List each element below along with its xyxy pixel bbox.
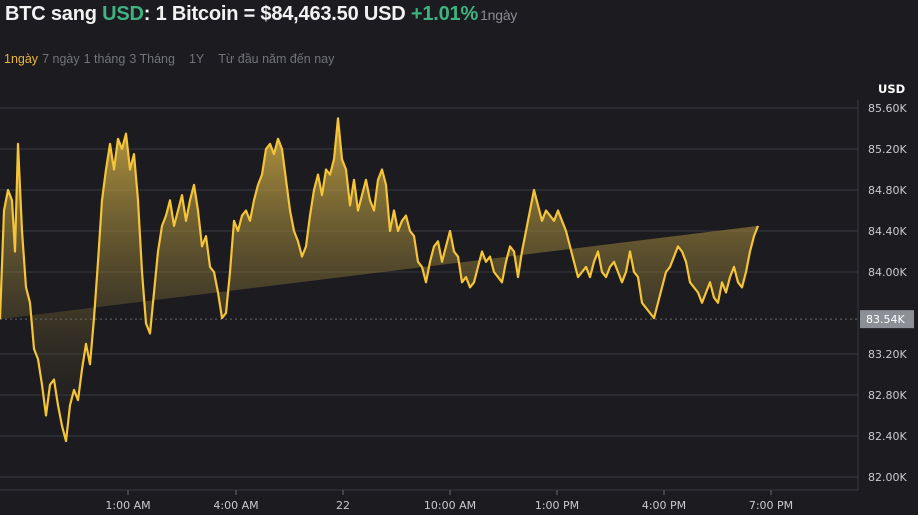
rate-text: : 1 Bitcoin = $84,463.50 USD <box>143 3 411 25</box>
y-tick-label: 85.20K <box>868 143 907 156</box>
x-axis-ticks: 1:00 AM 4:00 AM 22 10:00 AM 1:00 PM 4:00 PM 7:… <box>105 490 793 512</box>
tab-3m[interactable]: 3 Tháng <box>129 52 175 66</box>
tab-1y[interactable]: 1Y <box>188 52 205 66</box>
page-title: BTC sang USD: 1 Bitcoin = $84,463.50 USD… <box>5 3 517 26</box>
x-tick-label: 22 <box>336 499 350 512</box>
x-tick-label: 10:00 AM <box>424 499 476 512</box>
y-axis-unit: USD <box>878 82 905 96</box>
y-tick-label: 82.40K <box>868 430 907 443</box>
y-tick-label: 84.80K <box>868 184 907 197</box>
y-tick-label: 84.00K <box>868 266 907 279</box>
period-label: 1ngày <box>480 7 518 23</box>
y-tick-label: 85.60K <box>868 102 907 115</box>
tab-7d[interactable]: 7 ngày <box>42 52 80 66</box>
y-tick-label: 82.80K <box>868 389 907 402</box>
x-tick-label: 1:00 PM <box>535 499 579 512</box>
x-tick-label: 1:00 AM <box>105 499 150 512</box>
price-area-fill <box>0 118 758 442</box>
y-tick-label: 83.20K <box>868 348 907 361</box>
x-tick-label: 7:00 PM <box>749 499 793 512</box>
y-tick-label: 84.40K <box>868 225 907 238</box>
x-tick-label: 4:00 AM <box>213 499 258 512</box>
tab-1m[interactable]: 1 tháng <box>83 52 126 66</box>
current-price-label: 83.54K <box>866 313 905 326</box>
change-percent: +1.01% <box>410 3 479 25</box>
range-tabs: 1ngày 7 ngày 1 tháng 3 Tháng 1Y Từ đầu năm đế… <box>4 52 338 66</box>
price-line <box>0 117 760 443</box>
x-tick-label: 4:00 PM <box>642 499 686 512</box>
quote-currency-link[interactable]: USD <box>102 3 144 25</box>
title-prefix: BTC sang <box>5 3 103 25</box>
current-price-badge <box>860 310 914 329</box>
y-tick-label: 82.00K <box>868 471 907 484</box>
tab-1d[interactable]: 1ngày <box>4 52 39 66</box>
y-axis-ticks: 85.60K 85.20K 84.80K 84.40K 84.00K 83.20K 82.8… <box>868 102 907 484</box>
tab-ytd[interactable]: Từ đầu năm đến nay <box>218 52 335 66</box>
